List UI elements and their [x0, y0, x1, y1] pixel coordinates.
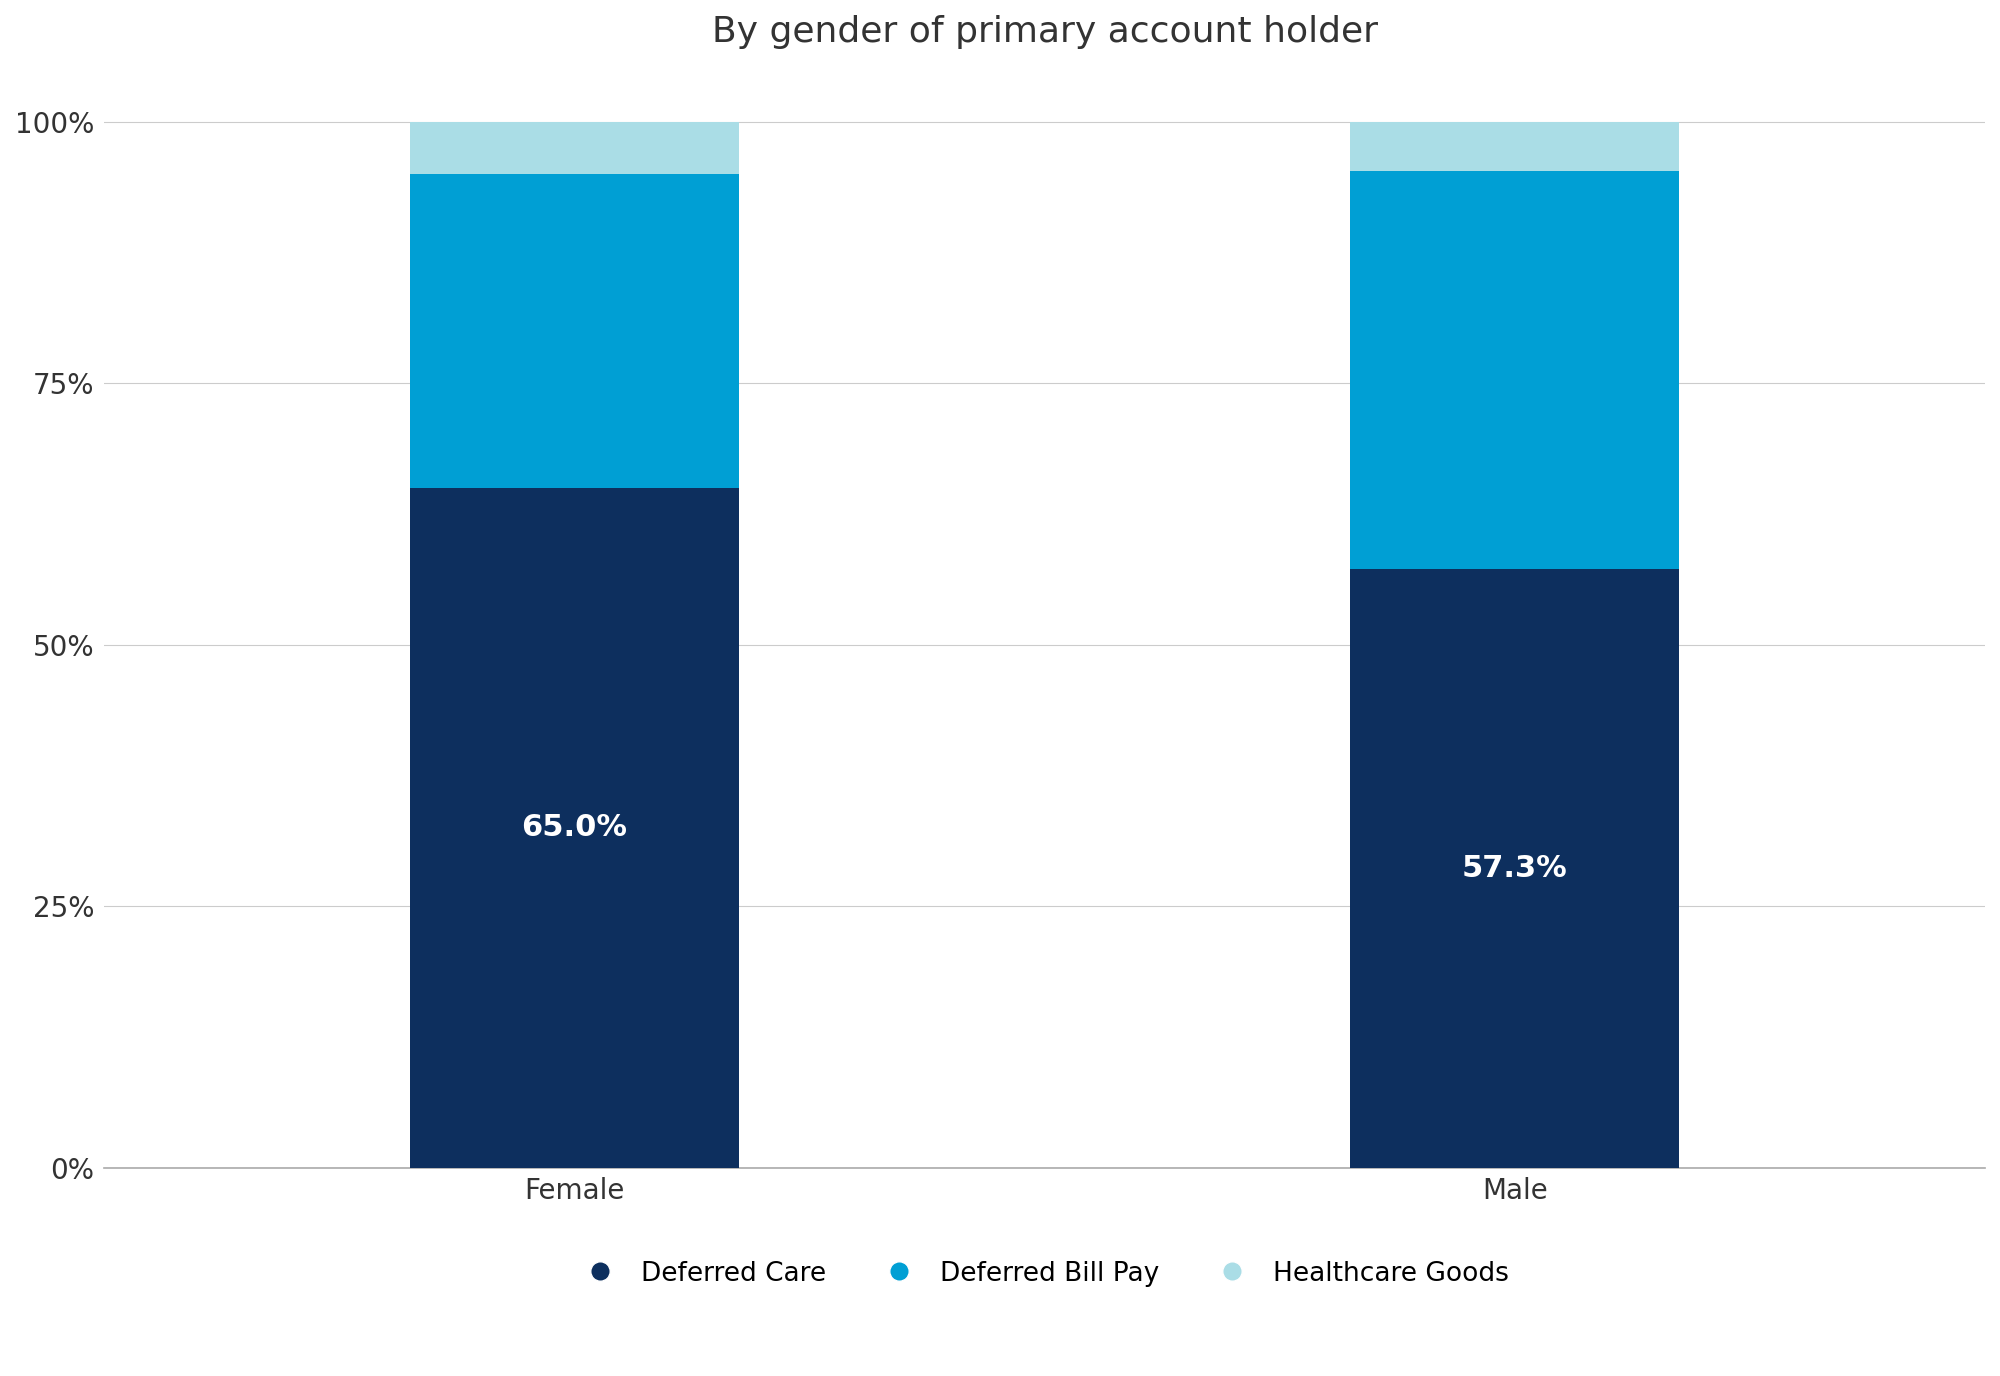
Bar	[1350, 122, 1680, 171]
Bar	[410, 122, 738, 175]
Bar	[410, 175, 738, 488]
Legend: Deferred Care, Deferred Bill Pay, Healthcare Goods: Deferred Care, Deferred Bill Pay, Health…	[570, 1249, 1520, 1298]
Bar	[1350, 568, 1680, 1168]
Text: 57.3%: 57.3%	[1462, 853, 1568, 882]
Title: By gender of primary account holder: By gender of primary account holder	[712, 15, 1378, 50]
Text: 65.0%: 65.0%	[522, 813, 628, 842]
Bar	[410, 488, 738, 1168]
Bar	[1350, 171, 1680, 568]
